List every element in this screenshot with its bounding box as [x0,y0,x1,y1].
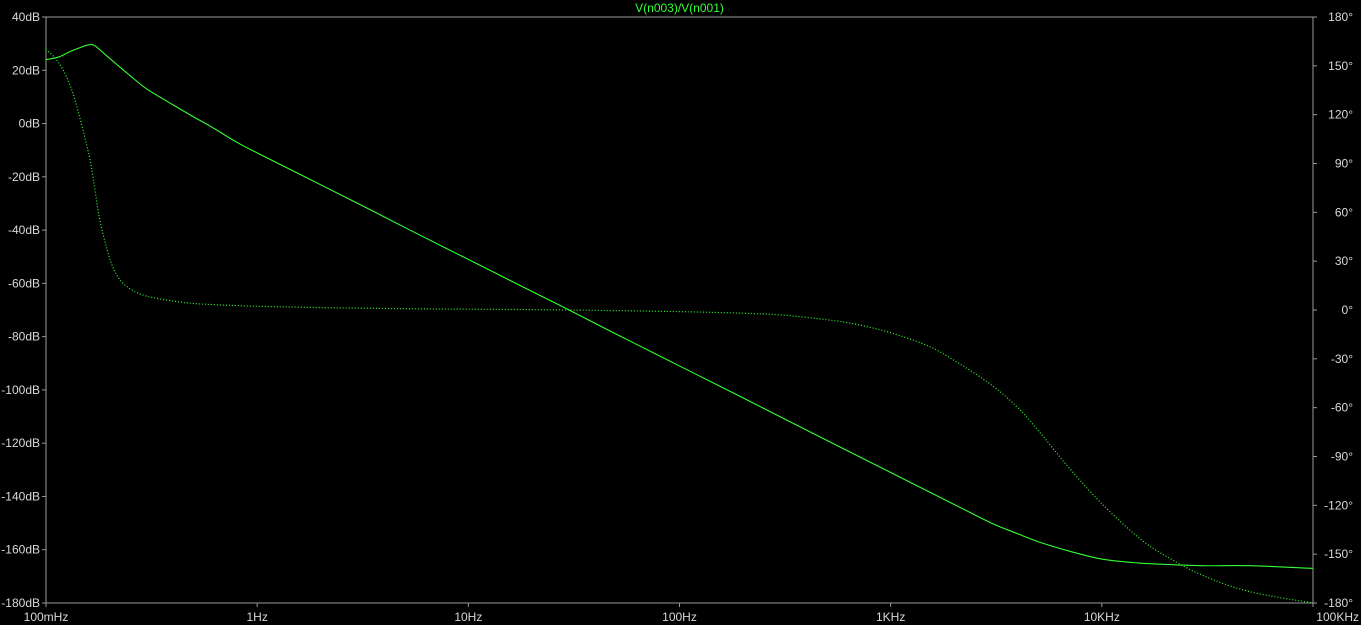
x-tick-label: 10KHz [1084,610,1120,624]
y-right-tick-label: -60° [1331,401,1353,415]
y-left-tick-label: -160dB [1,543,40,557]
x-tick-label: 10Hz [454,610,482,624]
y-left-tick-label: -100dB [1,383,40,397]
y-right-tick-label: 90° [1335,157,1353,171]
y-left-tick-label: 40dB [12,10,40,24]
axes: 100mHz 1Hz 10Hz 100Hz 1KHz 10KHz 100KHz 40dB 20d… [1,10,1359,624]
y-right-tick-label: 30° [1335,254,1353,268]
y-left-tick-label: -180dB [1,596,40,610]
x-tick-label: 1Hz [246,610,267,624]
traces [45,44,1314,604]
magnitude-trace [45,44,1314,569]
y-right-tick-label: -90° [1331,450,1353,464]
x-tick-label: 100KHz [1316,610,1359,624]
y-left-tick-label: -40dB [8,223,40,237]
y-left-tick-label: 20dB [12,63,40,77]
y-right-tick-label: -150° [1324,547,1353,561]
y-left-tick-label: -120dB [1,436,40,450]
y-right-tick-label: 180° [1328,10,1353,24]
y-right-tick-label: 0° [1342,303,1354,317]
y-right-tick-label: 60° [1335,205,1353,219]
y-right-tick-label: -30° [1331,352,1353,366]
y-right-tick-label: -180° [1324,596,1353,610]
y-right-tick-label: -120° [1324,498,1353,512]
y-left-tick-label: -80dB [8,330,40,344]
y-left-tick-label: -20dB [8,170,40,184]
y-left-tick-label: 0dB [19,117,40,131]
y-right-tick-label: 120° [1328,108,1353,122]
x-tick-label: 1KHz [876,610,905,624]
x-tick-label: 100mHz [24,610,69,624]
y-right-tick-label: 150° [1328,59,1353,73]
y-left-tick-label: -140dB [1,489,40,503]
chart-title: V(n003)/V(n001) [635,1,724,15]
x-tick-label: 100Hz [662,610,697,624]
y-left-tick-label: -60dB [8,276,40,290]
